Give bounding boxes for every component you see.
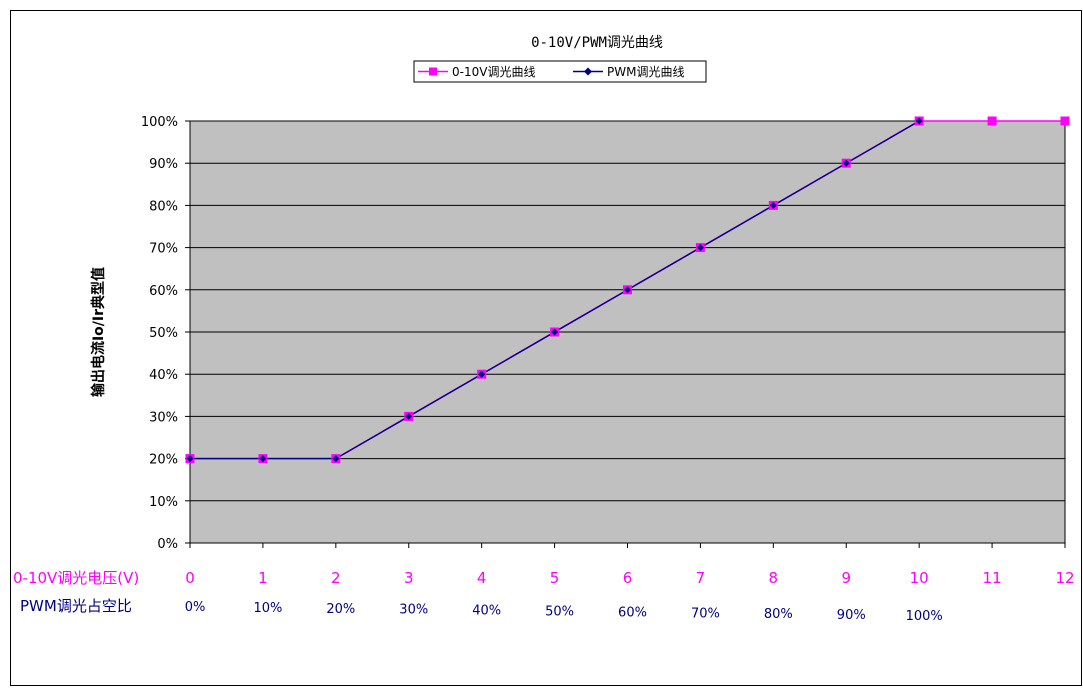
y-tick-label: 10% [149, 495, 178, 510]
y-tick-label: 50% [149, 326, 178, 341]
x-voltage-tick: 7 [696, 569, 706, 587]
x-voltage-tick: 9 [841, 569, 851, 587]
y-tick-label: 90% [149, 157, 178, 172]
y-tick-label: 70% [149, 242, 178, 257]
legend-marker-0-10v [429, 67, 437, 76]
legend-label-pwm: PWM调光曲线 [607, 65, 684, 79]
y-axis-label: 输出电流Io/Ir典型值 [90, 267, 107, 397]
x-voltage-tick: 11 [983, 569, 1002, 587]
y-axis-ticks: 0% 10% 20% 30% 40% 50% 60% 70% 80% 90% 100% [141, 115, 190, 552]
x-pwm-tick: 90% [837, 608, 866, 623]
y-tick-label: 0% [157, 537, 178, 552]
x-voltage-tick: 0 [185, 569, 195, 587]
legend: 0-10V调光曲线 PWM调光曲线 [413, 60, 707, 83]
x-voltage-tick: 12 [1055, 569, 1074, 587]
x-voltage-tick: 6 [623, 569, 633, 587]
x-pwm-tick: 80% [764, 607, 793, 622]
x-voltage-tick: 8 [769, 569, 779, 587]
y-tick-label: 40% [149, 368, 178, 383]
x-pwm-tick: 10% [253, 601, 282, 616]
x-pwm-tick: 0% [185, 600, 206, 615]
data-point [987, 116, 997, 126]
y-tick-label: 30% [149, 410, 178, 425]
data-point [551, 328, 559, 336]
data-point [696, 244, 704, 252]
data-point [915, 117, 923, 125]
x-voltage-tick: 5 [550, 569, 560, 587]
x-pwm-tick: 60% [618, 605, 647, 620]
x-voltage-tick: 1 [258, 569, 268, 587]
y-tick-label: 20% [149, 453, 178, 468]
x-row-voltage-label: 0-10V调光电压(V) [13, 569, 139, 587]
data-point [842, 159, 850, 167]
data-point [332, 455, 340, 463]
legend-label-0-10v: 0-10V调光曲线 [452, 65, 535, 79]
data-point [624, 286, 631, 294]
x-pwm-tick: 70% [691, 606, 720, 621]
x-row-pwm-label: PWM调光占空比 [20, 597, 132, 615]
x-voltage-tick: 3 [404, 569, 414, 587]
x-voltage-tick: 4 [477, 569, 487, 587]
x-pwm-tick: 20% [326, 602, 355, 617]
y-tick-label: 80% [149, 199, 178, 214]
x-axis-ticks [189, 543, 1066, 548]
y-tick-label: 100% [141, 115, 178, 130]
data-point [1060, 116, 1070, 126]
data-point [405, 412, 413, 420]
x-pwm-tick: 100% [906, 609, 943, 624]
data-point [186, 455, 194, 463]
series-layer [185, 116, 1070, 464]
legend-box [413, 60, 707, 83]
x-voltage-tick: 2 [331, 569, 341, 587]
x-row-values: 0 1 2 3 4 5 6 7 8 9 10 11 120% 10% 20% 30% 40% 50% 60% 70% 8… [185, 569, 1075, 624]
data-point [478, 370, 486, 378]
x-pwm-tick: 30% [399, 603, 428, 618]
y-tick-label: 60% [149, 284, 178, 299]
data-point [769, 201, 777, 209]
data-point [259, 455, 267, 463]
x-pwm-tick: 50% [545, 605, 574, 620]
x-voltage-tick: 10 [910, 569, 929, 587]
x-pwm-tick: 40% [472, 604, 501, 619]
legend-marker-pwm [584, 67, 592, 76]
chart-title: 0-10V/PWM调光曲线 [531, 35, 663, 51]
